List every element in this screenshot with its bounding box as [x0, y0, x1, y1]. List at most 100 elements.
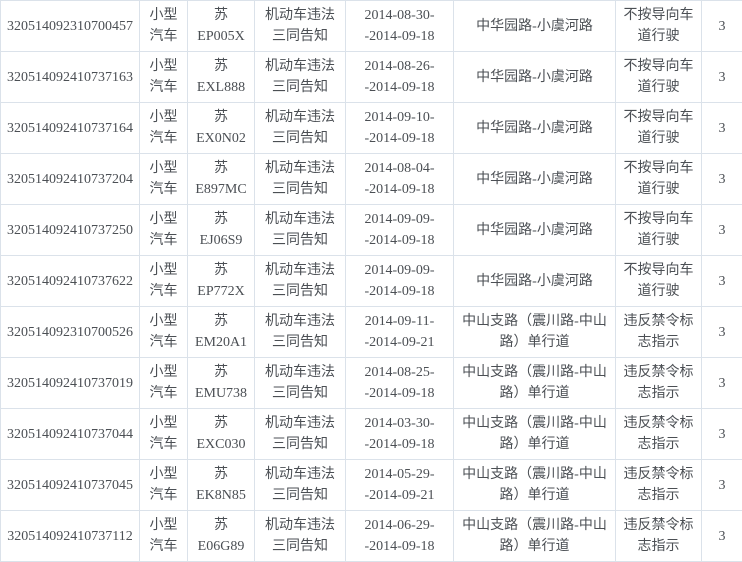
cell-date-range: 2014-08-26- -2014-09-18: [345, 51, 454, 103]
cell-points-count: 3: [701, 408, 742, 460]
cell-violation-id: 320514092410737204: [0, 153, 140, 205]
date-range-end: -2014-09-18: [364, 182, 435, 197]
plate-province: 苏: [214, 212, 228, 227]
cell-points-count: 3: [701, 306, 742, 358]
plate-province: 苏: [214, 314, 228, 329]
cell-notice-type: 机动车违法三同告知: [254, 153, 346, 205]
plate-number: EXC030: [196, 437, 246, 452]
cell-notice-type: 机动车违法三同告知: [254, 0, 346, 52]
cell-plate: 苏 EJ06S9: [187, 204, 255, 256]
cell-violation-id: 320514092410737163: [0, 51, 140, 103]
cell-plate: 苏 EP772X: [187, 255, 255, 307]
cell-vehicle-type: 小型汽车: [139, 102, 188, 154]
table-row: 320514092310700457 小型汽车 苏 EP005X 机动车违法三同…: [0, 0, 742, 52]
plate-province: 苏: [214, 161, 228, 176]
cell-violation-location: 中山支路（震川路-中山路）单行道: [453, 459, 616, 511]
cell-vehicle-type: 小型汽车: [139, 306, 188, 358]
cell-plate: 苏 E06G89: [187, 510, 255, 562]
plate-province: 苏: [214, 59, 228, 74]
cell-violation-location: 中华园路-小虞河路: [453, 0, 616, 52]
cell-date-range: 2014-08-04- -2014-09-18: [345, 153, 454, 205]
cell-notice-type: 机动车违法三同告知: [254, 51, 346, 103]
plate-number: E897MC: [195, 182, 247, 197]
date-range-start: 2014-08-04-: [364, 161, 435, 176]
cell-date-range: 2014-09-09- -2014-09-18: [345, 255, 454, 307]
cell-points-count: 3: [701, 459, 742, 511]
cell-violation-id: 320514092410737044: [0, 408, 140, 460]
cell-violation-type: 违反禁令标志指示: [615, 357, 702, 409]
cell-vehicle-type: 小型汽车: [139, 510, 188, 562]
date-range-end: -2014-09-21: [364, 488, 435, 503]
plate-number: EXL888: [196, 80, 246, 95]
cell-violation-id: 320514092310700457: [0, 0, 140, 52]
cell-vehicle-type: 小型汽车: [139, 51, 188, 103]
date-range-end: -2014-09-18: [364, 131, 435, 146]
cell-points-count: 3: [701, 204, 742, 256]
cell-vehicle-type: 小型汽车: [139, 408, 188, 460]
date-range-start: 2014-08-26-: [364, 59, 435, 74]
plate-number: EM20A1: [194, 335, 248, 350]
plate-province: 苏: [214, 416, 228, 431]
cell-plate: 苏 EMU738: [187, 357, 255, 409]
cell-plate: 苏 EK8N85: [187, 459, 255, 511]
cell-violation-id: 320514092410737019: [0, 357, 140, 409]
cell-plate: 苏 EX0N02: [187, 102, 255, 154]
cell-violation-type: 不按导向车道行驶: [615, 0, 702, 52]
cell-vehicle-type: 小型汽车: [139, 204, 188, 256]
cell-violation-id: 320514092410737112: [0, 510, 140, 562]
cell-violation-type: 违反禁令标志指示: [615, 459, 702, 511]
cell-violation-location: 中山支路（震川路-中山路）单行道: [453, 408, 616, 460]
cell-vehicle-type: 小型汽车: [139, 459, 188, 511]
cell-points-count: 3: [701, 102, 742, 154]
cell-date-range: 2014-09-11- -2014-09-21: [345, 306, 454, 358]
plate-number: E06G89: [197, 539, 245, 554]
plate-province: 苏: [214, 365, 228, 380]
cell-notice-type: 机动车违法三同告知: [254, 255, 346, 307]
plate-number: EP772X: [197, 284, 245, 299]
table-row: 320514092410737019 小型汽车 苏 EMU738 机动车违法三同…: [0, 357, 742, 409]
cell-date-range: 2014-05-29- -2014-09-21: [345, 459, 454, 511]
date-range-end: -2014-09-18: [364, 29, 435, 44]
cell-violation-type: 不按导向车道行驶: [615, 102, 702, 154]
table-row: 320514092410737045 小型汽车 苏 EK8N85 机动车违法三同…: [0, 459, 742, 511]
cell-points-count: 3: [701, 153, 742, 205]
cell-violation-id: 320514092410737164: [0, 102, 140, 154]
cell-plate: 苏 EXL888: [187, 51, 255, 103]
cell-plate: 苏 EXC030: [187, 408, 255, 460]
date-range-end: -2014-09-18: [364, 284, 435, 299]
plate-number: EP005X: [197, 29, 245, 44]
cell-violation-location: 中山支路（震川路-中山路）单行道: [453, 357, 616, 409]
table-row: 320514092410737044 小型汽车 苏 EXC030 机动车违法三同…: [0, 408, 742, 460]
cell-plate: 苏 EP005X: [187, 0, 255, 52]
date-range-start: 2014-03-30-: [364, 416, 435, 431]
cell-violation-location: 中华园路-小虞河路: [453, 102, 616, 154]
cell-points-count: 3: [701, 510, 742, 562]
cell-date-range: 2014-08-30- -2014-09-18: [345, 0, 454, 52]
cell-notice-type: 机动车违法三同告知: [254, 102, 346, 154]
cell-violation-id: 320514092410737250: [0, 204, 140, 256]
cell-notice-type: 机动车违法三同告知: [254, 357, 346, 409]
cell-vehicle-type: 小型汽车: [139, 255, 188, 307]
table-row: 320514092410737164 小型汽车 苏 EX0N02 机动车违法三同…: [0, 102, 742, 154]
table-row: 320514092410737250 小型汽车 苏 EJ06S9 机动车违法三同…: [0, 204, 742, 256]
cell-points-count: 3: [701, 255, 742, 307]
cell-violation-id: 320514092410737045: [0, 459, 140, 511]
cell-notice-type: 机动车违法三同告知: [254, 510, 346, 562]
cell-date-range: 2014-08-25- -2014-09-18: [345, 357, 454, 409]
cell-violation-location: 中山支路（震川路-中山路）单行道: [453, 510, 616, 562]
table-row: 320514092410737622 小型汽车 苏 EP772X 机动车违法三同…: [0, 255, 742, 307]
table-row: 320514092310700526 小型汽车 苏 EM20A1 机动车违法三同…: [0, 306, 742, 358]
plate-number: EX0N02: [196, 131, 246, 146]
cell-notice-type: 机动车违法三同告知: [254, 204, 346, 256]
cell-violation-type: 违反禁令标志指示: [615, 306, 702, 358]
cell-date-range: 2014-03-30- -2014-09-18: [345, 408, 454, 460]
plate-province: 苏: [214, 263, 228, 278]
cell-violation-type: 违反禁令标志指示: [615, 510, 702, 562]
date-range-end: -2014-09-18: [364, 386, 435, 401]
cell-violation-location: 中山支路（震川路-中山路）单行道: [453, 306, 616, 358]
cell-violation-type: 违反禁令标志指示: [615, 408, 702, 460]
date-range-start: 2014-09-09-: [364, 263, 435, 278]
plate-province: 苏: [214, 467, 228, 482]
cell-notice-type: 机动车违法三同告知: [254, 306, 346, 358]
